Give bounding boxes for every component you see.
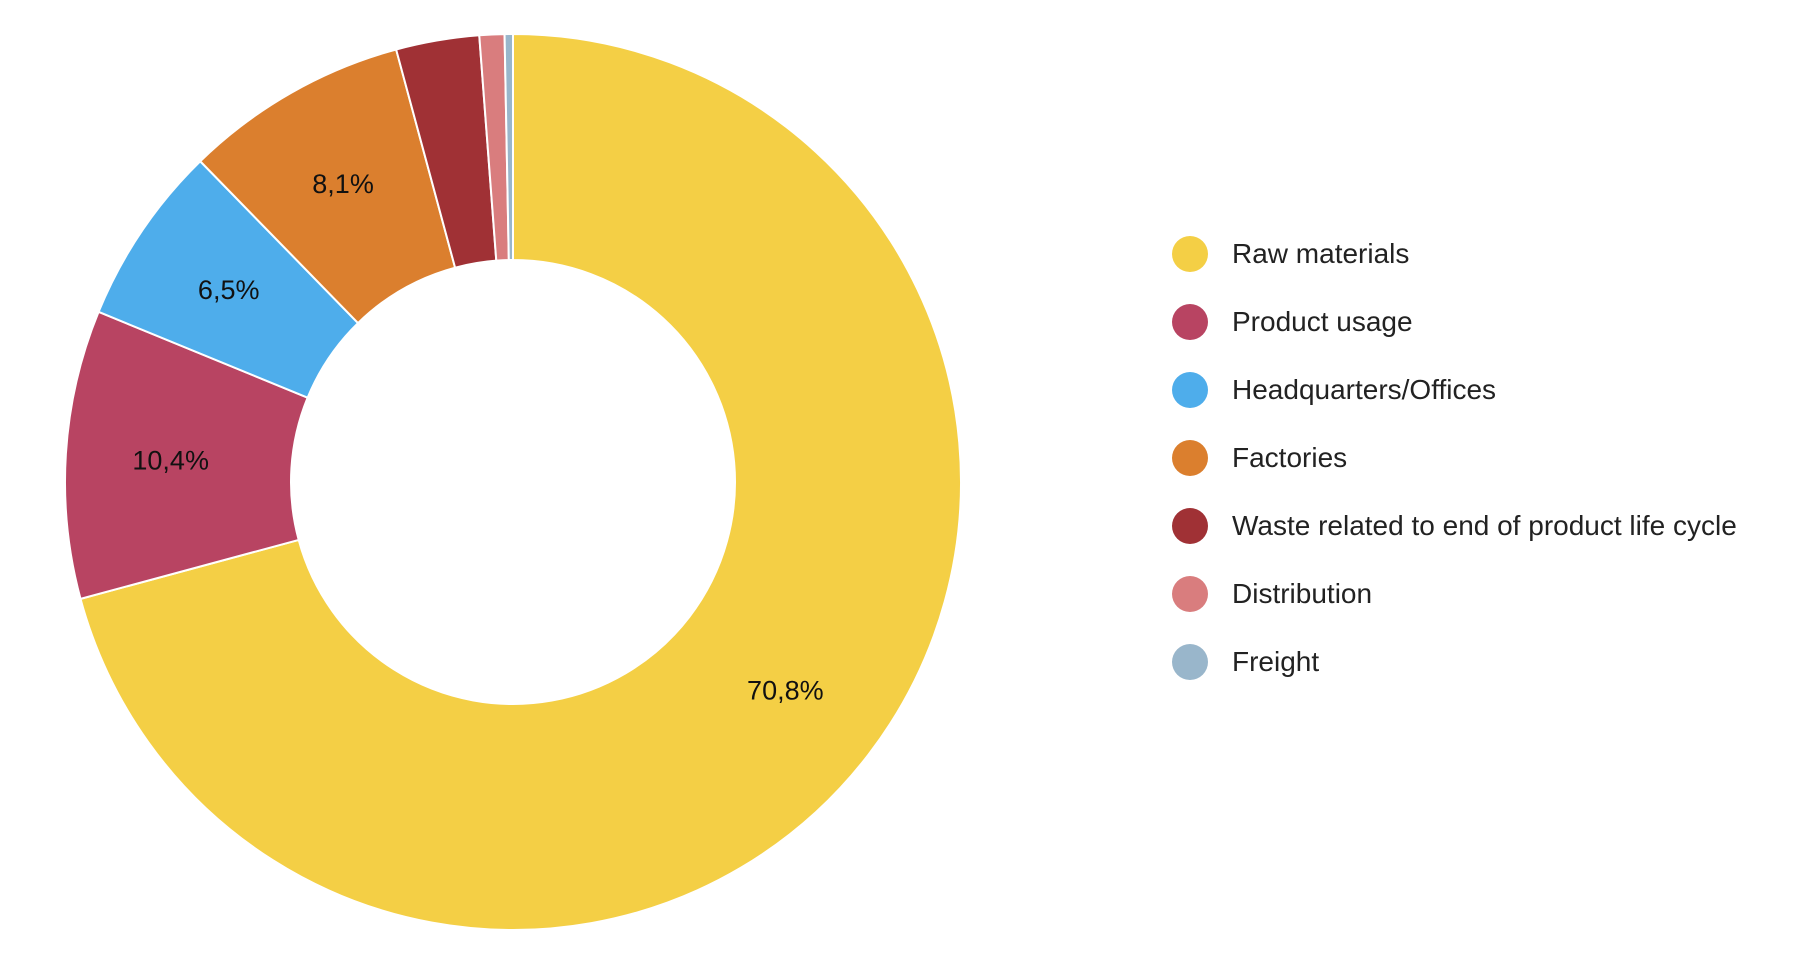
chart-legend: Raw materials Product usage Headquarters/O… [1172, 220, 1737, 696]
slice-freight [503, 32, 514, 262]
slice-labels-group: 70,8% 10,4% 6,5% 8,1% [132, 169, 823, 705]
legend-label: Freight [1232, 646, 1320, 677]
legend-label: Waste related to end of product life cyc… [1232, 510, 1737, 541]
legend-swatch-icon [1172, 304, 1208, 340]
legend-item-raw-materials: Raw materials [1172, 220, 1737, 288]
legend-swatch-icon [1172, 508, 1208, 544]
slices-group [64, 32, 962, 931]
legend-label: Product usage [1232, 306, 1413, 337]
legend-swatch-icon [1172, 372, 1208, 408]
legend-item-distribution: Distribution [1172, 560, 1737, 628]
legend-swatch-icon [1172, 576, 1208, 612]
slice-raw-materials [79, 32, 962, 931]
slice-label-product-usage: 10,4% [132, 445, 209, 475]
legend-label: Raw materials [1232, 238, 1410, 269]
legend-label: Factories [1232, 442, 1348, 473]
legend-label: Distribution [1232, 578, 1373, 609]
slice-label-factories: 8,1% [312, 169, 374, 199]
legend-item-freight: Freight [1172, 628, 1737, 696]
legend-item-factories: Factories [1172, 424, 1737, 492]
slice-label-raw-materials: 70,8% [747, 676, 824, 706]
slice-product-usage [64, 310, 309, 601]
legend-item-headquarters-offices: Headquarters/Offices [1172, 356, 1737, 424]
legend-swatch-icon [1172, 644, 1208, 680]
legend-item-waste-related-to-end-of-product-life-cycle: Waste related to end of product life cyc… [1172, 492, 1737, 560]
legend-swatch-icon [1172, 440, 1208, 476]
legend-swatch-icon [1172, 236, 1208, 272]
legend-label: Headquarters/Offices [1232, 374, 1497, 405]
legend-item-product-usage: Product usage [1172, 288, 1737, 356]
slice-label-headquarters-offices: 6,5% [198, 275, 260, 305]
